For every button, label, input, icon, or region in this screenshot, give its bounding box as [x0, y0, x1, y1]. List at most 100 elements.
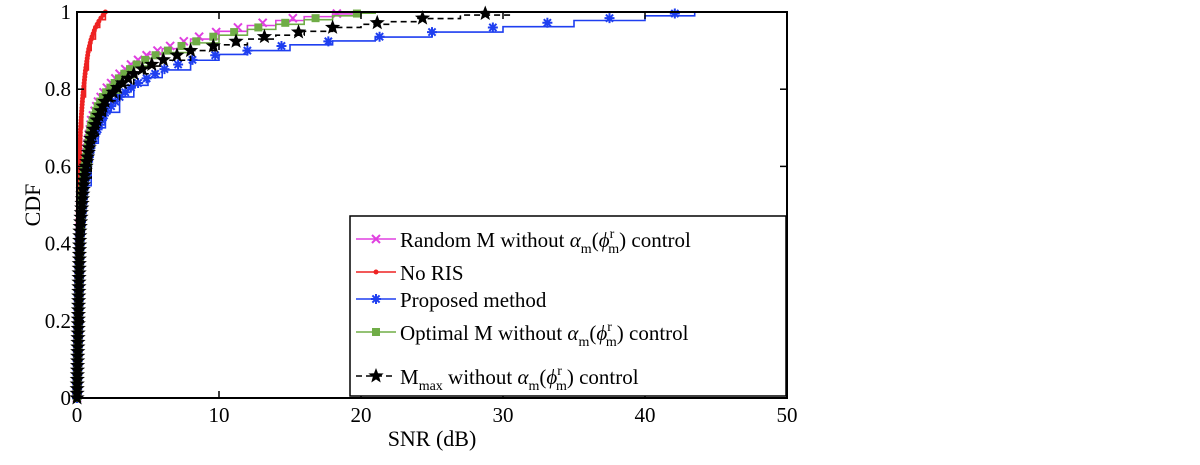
- x-tick-label: 40: [635, 403, 656, 427]
- series-marker: [144, 56, 160, 71]
- series-marker: [72, 223, 88, 238]
- series-marker: [71, 241, 88, 257]
- y-tick-label: 1: [61, 0, 72, 24]
- series-marker: [120, 69, 129, 78]
- series-marker: [290, 24, 307, 39]
- series-marker: [96, 97, 105, 106]
- legend-box: [349, 215, 787, 397]
- series-marker: [163, 46, 172, 55]
- legend-entry: No RIS: [356, 261, 464, 285]
- series-marker: [76, 172, 92, 187]
- axis-ticks: 0 10 20 30 40 50 0 0.2 0.4 0.6 0.8 1: [45, 0, 798, 427]
- series-marker: [141, 73, 152, 84]
- x-tick-label: 20: [351, 403, 372, 427]
- series-marker: [102, 88, 111, 97]
- legend-swatch-marker: [372, 328, 380, 336]
- series-marker: [101, 88, 117, 104]
- series-marker: [70, 301, 87, 317]
- series-marker: [159, 64, 170, 75]
- x-axis-title: SNR (dB): [388, 426, 477, 451]
- series-marker: [110, 79, 119, 88]
- series-marker: [288, 13, 298, 23]
- series-marker: [74, 190, 91, 206]
- series-marker: [542, 17, 553, 28]
- legend: Random M without αm(ϕr m) control No RIS Pr…: [349, 215, 787, 397]
- series-marker: [414, 10, 431, 25]
- legend-swatch-marker: [368, 368, 384, 383]
- series-marker: [70, 311, 86, 326]
- series-marker: [70, 297, 87, 312]
- series-line: [77, 12, 355, 399]
- series-marker: [72, 237, 88, 252]
- series-marker: [132, 60, 141, 69]
- series-marker: [106, 83, 115, 92]
- x-tick-label: 30: [493, 403, 514, 427]
- series-marker: [71, 283, 87, 298]
- legend-entry: Mmax without αm(ϕr m) control: [356, 364, 639, 394]
- legend-label: No RIS: [400, 261, 464, 285]
- y-tick-label: 0.6: [45, 154, 71, 178]
- series-marker: [75, 176, 92, 192]
- series-marker: [73, 204, 89, 220]
- series-0: [72, 8, 355, 403]
- series-marker: [323, 36, 334, 47]
- series-marker: [374, 31, 385, 42]
- series-marker: [109, 79, 126, 95]
- legend-swatch-marker: [371, 294, 381, 304]
- series-marker: [75, 181, 91, 197]
- series-marker: [169, 47, 185, 62]
- series-marker: [72, 232, 88, 247]
- series-marker: [71, 251, 87, 266]
- y-tick-label: 0.4: [45, 232, 72, 256]
- series-marker: [70, 329, 86, 345]
- series-marker: [71, 269, 87, 285]
- legend-swatch-marker: [373, 269, 379, 275]
- series-marker: [70, 306, 87, 322]
- series-marker: [71, 274, 87, 289]
- series-marker: [133, 78, 144, 89]
- series-marker: [369, 14, 385, 30]
- legend-entry: Random M without αm(ϕr m) control: [356, 227, 691, 257]
- series-marker: [205, 37, 221, 53]
- series-marker: [71, 278, 87, 294]
- series-marker: [150, 68, 161, 79]
- series-marker: [74, 200, 90, 215]
- series-marker: [72, 218, 88, 234]
- series-curves: [69, 5, 696, 405]
- x-tick-label: 10: [209, 403, 230, 427]
- series-marker: [126, 65, 135, 74]
- series-marker: [75, 186, 91, 201]
- series-marker: [120, 87, 131, 98]
- y-tick-label: 0.8: [45, 77, 71, 101]
- series-marker: [71, 292, 87, 308]
- legend-label: Proposed method: [400, 288, 547, 312]
- x-tick-label: 0: [72, 403, 83, 427]
- series-marker: [70, 320, 86, 335]
- series-marker: [242, 45, 253, 56]
- legend-entry: Proposed method: [356, 288, 547, 312]
- series-marker: [192, 37, 201, 46]
- series-marker: [93, 102, 102, 111]
- series-marker: [70, 315, 86, 331]
- series-marker: [114, 75, 131, 90]
- series-marker: [71, 260, 87, 275]
- series-marker: [427, 27, 437, 38]
- series-marker: [228, 33, 244, 48]
- series-marker: [352, 9, 361, 18]
- series-marker: [151, 51, 160, 60]
- legend-label: Random M without αm(ϕr m) control: [400, 227, 691, 257]
- series-marker: [669, 8, 680, 19]
- plot-frame: [76, 11, 788, 399]
- series-marker: [71, 246, 88, 261]
- x-tick-label: 50: [777, 403, 798, 427]
- series-marker: [210, 50, 221, 61]
- series-marker: [311, 14, 320, 23]
- series-marker: [256, 28, 273, 44]
- series-marker: [324, 19, 341, 34]
- legend-label: Mmax without αm(ϕr m) control: [400, 364, 639, 394]
- series-marker: [70, 325, 86, 340]
- series-marker: [141, 55, 150, 64]
- series-3: [73, 9, 376, 402]
- series-marker: [276, 40, 287, 51]
